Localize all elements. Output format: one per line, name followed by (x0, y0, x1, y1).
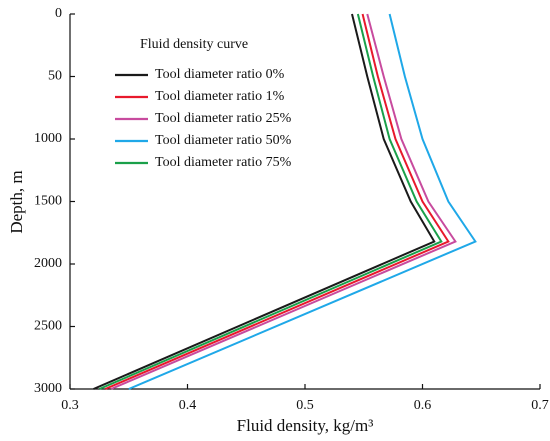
legend-title: Fluid density curve (140, 37, 248, 52)
y-tick-label: 0 (55, 6, 62, 21)
x-tick-label: 0.7 (531, 398, 549, 413)
series-line (110, 13, 457, 390)
y-tick-label: 3000 (34, 381, 62, 396)
legend-label: Tool diameter ratio 25% (155, 111, 292, 126)
y-axis-title: Depth, m (7, 170, 26, 233)
x-tick-label: 0.6 (414, 398, 432, 413)
series-line (104, 13, 450, 390)
x-tick-label: 0.3 (61, 398, 79, 413)
series-line (128, 13, 477, 390)
x-tick-label: 0.4 (179, 398, 197, 413)
x-axis-title: Fluid density, kg/m³ (237, 416, 374, 435)
series-line (93, 13, 436, 390)
legend-label: Tool diameter ratio 75% (155, 155, 292, 170)
y-tick-label: 50 (48, 69, 62, 84)
x-tick-label: 0.5 (296, 398, 314, 413)
legend-label: Tool diameter ratio 50% (155, 133, 292, 148)
legend-label: Tool diameter ratio 0% (155, 67, 285, 82)
y-tick-label: 2000 (34, 256, 62, 271)
legend-label: Tool diameter ratio 1% (155, 89, 285, 104)
y-tick-label: 1500 (34, 194, 62, 209)
series-line (98, 13, 443, 390)
y-tick-label: 2500 (34, 319, 62, 334)
y-tick-label: 1000 (34, 131, 62, 146)
